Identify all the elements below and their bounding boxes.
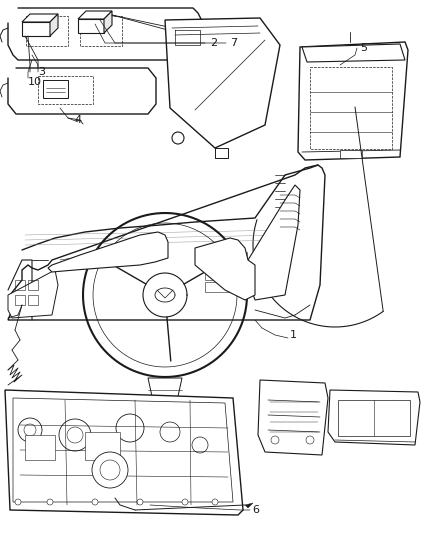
Polygon shape: [22, 22, 50, 36]
Circle shape: [192, 437, 208, 453]
Bar: [38, 76, 93, 104]
Polygon shape: [104, 11, 112, 33]
Bar: [205, 252, 247, 264]
Circle shape: [67, 427, 83, 443]
Circle shape: [100, 460, 120, 480]
Circle shape: [116, 414, 144, 442]
Circle shape: [92, 499, 98, 505]
Bar: [15, 280, 25, 290]
Circle shape: [59, 419, 91, 451]
Bar: [85, 432, 120, 460]
Polygon shape: [8, 270, 58, 318]
Polygon shape: [78, 11, 112, 19]
Circle shape: [160, 422, 180, 442]
Polygon shape: [50, 14, 58, 36]
Bar: [205, 282, 247, 292]
Polygon shape: [48, 232, 168, 272]
Circle shape: [172, 132, 184, 144]
Text: 3: 3: [38, 67, 45, 77]
Polygon shape: [245, 503, 253, 508]
Polygon shape: [302, 44, 405, 62]
Text: 6: 6: [252, 505, 259, 515]
Polygon shape: [248, 185, 300, 300]
Polygon shape: [195, 238, 255, 300]
Circle shape: [182, 499, 188, 505]
Bar: [28, 280, 38, 290]
Polygon shape: [148, 378, 182, 410]
Circle shape: [18, 418, 42, 442]
Circle shape: [212, 499, 218, 505]
Polygon shape: [258, 380, 328, 455]
Text: 1: 1: [290, 330, 297, 340]
Text: 10: 10: [28, 77, 42, 87]
Bar: [338, 400, 410, 436]
Polygon shape: [5, 390, 243, 515]
Polygon shape: [328, 390, 420, 445]
Bar: [26, 16, 68, 46]
Bar: [340, 150, 362, 158]
Polygon shape: [8, 165, 325, 320]
Text: 2: 2: [210, 38, 217, 48]
Circle shape: [47, 499, 53, 505]
Text: 5: 5: [360, 43, 367, 53]
Bar: [80, 16, 122, 46]
Text: 4: 4: [74, 115, 81, 125]
Polygon shape: [298, 42, 408, 160]
Bar: [310, 67, 392, 149]
Bar: [205, 266, 247, 280]
Bar: [43, 80, 68, 98]
Text: 7: 7: [230, 38, 237, 48]
Bar: [25, 435, 55, 460]
Bar: [28, 295, 38, 305]
Circle shape: [15, 499, 21, 505]
Circle shape: [24, 424, 36, 436]
Circle shape: [137, 499, 143, 505]
Polygon shape: [22, 14, 58, 22]
Polygon shape: [165, 18, 280, 148]
Bar: [15, 295, 25, 305]
Circle shape: [92, 452, 128, 488]
Polygon shape: [78, 19, 104, 33]
